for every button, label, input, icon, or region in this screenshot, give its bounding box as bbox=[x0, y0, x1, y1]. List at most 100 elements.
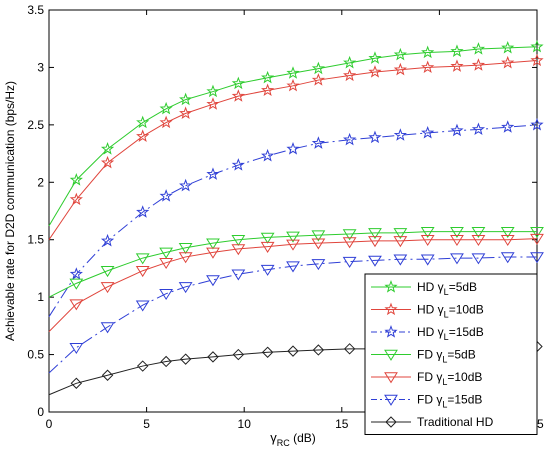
legend-label-main: FD γ bbox=[417, 348, 442, 362]
data-point-marker bbox=[311, 136, 325, 149]
data-point-marker bbox=[342, 256, 357, 268]
data-point-marker bbox=[501, 40, 515, 54]
legend-label: Traditional HD bbox=[417, 415, 494, 429]
data-point-marker bbox=[500, 252, 515, 264]
series-line bbox=[48, 256, 537, 374]
legend-label-main: Traditional HD bbox=[417, 415, 494, 429]
data-point-marker bbox=[231, 89, 245, 102]
y-axis-label: Achievable rate for D2D communication (b… bbox=[3, 81, 17, 341]
data-point-marker bbox=[420, 226, 435, 239]
data-point-marker bbox=[69, 342, 84, 355]
data-point-marker bbox=[501, 55, 515, 69]
data-point-marker bbox=[261, 148, 275, 162]
data-point-marker bbox=[69, 299, 84, 311]
legend-label: HD γL=10dB bbox=[417, 303, 484, 320]
data-point-marker bbox=[100, 322, 115, 334]
data-point-marker bbox=[393, 228, 408, 240]
legend-label-tail: =10dB bbox=[447, 370, 482, 384]
y-tick-label: 1 bbox=[37, 290, 44, 304]
legend-entry: HD γL=10dB bbox=[371, 303, 484, 320]
data-point-marker bbox=[368, 51, 382, 64]
data-point-marker bbox=[135, 266, 150, 278]
x-tick-label: 10 bbox=[238, 417, 252, 431]
legend-label-main: HD γ bbox=[417, 280, 444, 294]
data-point-marker bbox=[393, 254, 408, 266]
legend-entry: FD γL=5dB bbox=[371, 348, 476, 365]
data-point-marker bbox=[530, 233, 544, 245]
series-5 bbox=[48, 252, 544, 374]
data-point-marker bbox=[159, 101, 173, 115]
data-point-marker bbox=[179, 353, 192, 365]
data-point-marker bbox=[530, 39, 544, 53]
series-2 bbox=[48, 117, 544, 317]
x-tick-label: 5 bbox=[143, 417, 150, 431]
data-point-marker bbox=[450, 123, 464, 137]
data-point-marker bbox=[393, 62, 407, 76]
data-point-marker bbox=[342, 237, 357, 249]
data-point-marker bbox=[231, 158, 245, 171]
data-point-marker bbox=[450, 44, 464, 57]
data-point-marker bbox=[500, 226, 515, 239]
data-point-marker bbox=[368, 236, 382, 248]
data-point-marker bbox=[342, 229, 357, 241]
data-point-marker bbox=[312, 344, 325, 356]
data-point-marker bbox=[286, 66, 300, 79]
legend-swatch-marker bbox=[384, 394, 398, 406]
data-point-marker bbox=[311, 61, 325, 75]
legend-entry: HD γL=15dB bbox=[371, 325, 484, 342]
data-point-marker bbox=[286, 78, 300, 92]
data-point-marker bbox=[393, 128, 407, 141]
series-line bbox=[48, 238, 538, 332]
data-point-marker bbox=[136, 360, 149, 372]
data-point-marker bbox=[343, 68, 357, 82]
legend-label-tail: =5dB bbox=[447, 348, 475, 362]
data-point-marker bbox=[231, 76, 245, 90]
data-point-marker bbox=[260, 264, 275, 276]
legend-label-tail: =15dB bbox=[449, 325, 484, 339]
legend-label-sub: L bbox=[444, 332, 449, 342]
data-point-marker bbox=[343, 132, 357, 146]
data-point-marker bbox=[206, 238, 220, 250]
y-tick-label: 1.5 bbox=[27, 233, 44, 247]
data-point-marker bbox=[450, 235, 464, 247]
series-1 bbox=[48, 53, 544, 240]
data-point-marker bbox=[69, 192, 83, 206]
legend-swatch-marker bbox=[384, 302, 398, 316]
data-point-marker bbox=[160, 355, 172, 368]
data-point-marker bbox=[261, 70, 275, 84]
data-point-marker bbox=[471, 122, 486, 136]
legend-label-sub: L bbox=[444, 310, 449, 320]
data-point-marker bbox=[311, 73, 325, 86]
legend-label: FD γL=10dB bbox=[417, 370, 482, 387]
data-point-marker bbox=[368, 255, 382, 267]
data-point-marker bbox=[70, 377, 83, 389]
data-point-marker bbox=[530, 226, 544, 239]
legend-label-sub: L bbox=[442, 355, 447, 365]
data-point-marker bbox=[286, 261, 300, 273]
y-tick-label: 0.5 bbox=[27, 348, 44, 362]
data-point-marker bbox=[286, 142, 300, 155]
y-tick-label: 2.5 bbox=[27, 118, 44, 132]
legend-label-main: HD γ bbox=[417, 303, 444, 317]
data-point-marker bbox=[530, 53, 544, 67]
y-tick-label: 3 bbox=[37, 60, 44, 74]
data-point-marker bbox=[260, 241, 275, 253]
y-tick-label: 0 bbox=[37, 405, 44, 419]
series-line bbox=[48, 124, 538, 317]
data-point-marker bbox=[471, 226, 486, 239]
legend-label-sub: L bbox=[442, 400, 447, 410]
data-point-marker bbox=[420, 235, 435, 247]
data-point-marker bbox=[261, 83, 275, 97]
series-0 bbox=[48, 39, 544, 227]
x-tick-label: 15 bbox=[335, 417, 349, 431]
legend-swatch-marker bbox=[384, 280, 398, 293]
data-point-marker bbox=[100, 155, 115, 169]
data-point-marker bbox=[100, 282, 115, 294]
series-line bbox=[48, 231, 537, 298]
data-point-marker bbox=[471, 253, 486, 265]
data-point-marker bbox=[179, 106, 193, 119]
data-point-marker bbox=[311, 259, 326, 271]
data-point-marker bbox=[159, 115, 173, 129]
legend-label: FD γL=5dB bbox=[417, 348, 476, 365]
data-point-marker bbox=[450, 59, 464, 72]
